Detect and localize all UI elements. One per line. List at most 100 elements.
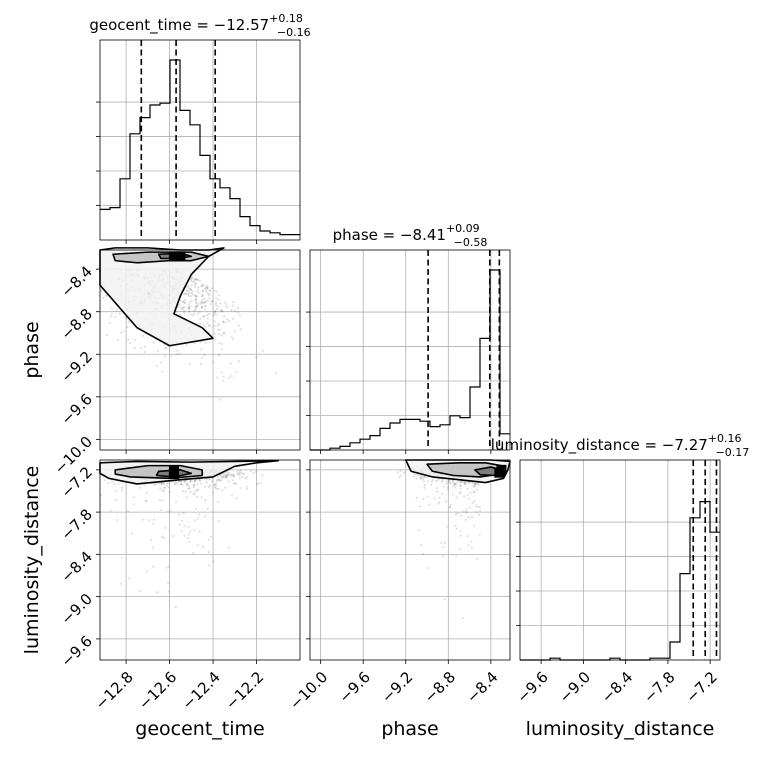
- sample-point: [179, 480, 183, 483]
- sample-point: [420, 476, 423, 479]
- sample-point: [478, 533, 481, 536]
- sample-point: [217, 322, 220, 326]
- sample-point: [195, 495, 199, 499]
- sample-point: [116, 519, 119, 522]
- sample-point: [203, 353, 206, 357]
- sample-point: [167, 581, 170, 584]
- sample-point: [206, 322, 209, 325]
- sample-point: [194, 294, 197, 297]
- sample-point: [99, 494, 103, 497]
- sample-point: [467, 544, 470, 547]
- sample-point: [207, 294, 210, 297]
- sample-point: [238, 314, 242, 317]
- sample-point: [218, 328, 221, 331]
- sample-point: [465, 511, 468, 514]
- sample-point: [193, 483, 196, 486]
- sample-point: [225, 475, 229, 478]
- sample-point: [260, 481, 263, 484]
- sample-point: [421, 477, 425, 481]
- sample-point: [209, 289, 212, 292]
- sample-point: [208, 289, 211, 292]
- sample-point: [179, 313, 182, 316]
- sample-point: [174, 480, 177, 483]
- sample-point: [182, 300, 185, 303]
- sample-point: [193, 493, 197, 496]
- sample-point: [147, 519, 151, 522]
- sample-point: [189, 313, 192, 316]
- histogram-luminosity_distance: [520, 501, 720, 661]
- sample-point: [181, 300, 184, 303]
- sample-point: [468, 506, 471, 509]
- sample-point: [468, 497, 471, 501]
- sample-point: [242, 472, 246, 475]
- sample-point: [216, 500, 220, 504]
- sample-point: [222, 474, 225, 478]
- sample-point: [215, 480, 219, 483]
- sample-point: [218, 474, 222, 477]
- sample-point: [232, 473, 235, 477]
- sample-point: [254, 355, 258, 359]
- sample-point: [448, 480, 451, 483]
- sample-point: [275, 371, 278, 375]
- sample-point: [106, 482, 110, 485]
- sample-point: [423, 475, 426, 478]
- sample-point: [435, 479, 438, 483]
- title-minus: −0.17: [716, 446, 750, 459]
- sample-point: [180, 480, 183, 483]
- sample-point: [193, 278, 196, 281]
- title-main: luminosity_distance = −7.27: [491, 436, 708, 455]
- sample-point: [189, 278, 192, 281]
- sample-point: [163, 482, 166, 485]
- sample-point: [186, 482, 189, 485]
- sample-point: [216, 328, 219, 331]
- sample-point: [190, 291, 193, 295]
- sample-point: [235, 370, 238, 373]
- sample-point: [185, 292, 188, 295]
- histogram-geocent_time: [100, 59, 300, 236]
- sample-point: [220, 371, 223, 374]
- sample-point: [113, 316, 117, 319]
- sample-point: [167, 486, 170, 489]
- sample-point: [196, 544, 199, 547]
- sample-point: [466, 487, 469, 490]
- sample-point: [462, 510, 465, 513]
- sample-point: [186, 289, 189, 292]
- sample-point: [453, 481, 456, 485]
- sample-point: [199, 322, 202, 325]
- sample-point: [181, 483, 184, 487]
- sample-point: [117, 338, 120, 342]
- sample-point: [208, 297, 211, 300]
- sample-point: [257, 482, 260, 485]
- sample-point: [454, 513, 457, 516]
- sample-point: [160, 535, 164, 538]
- sample-point: [236, 473, 239, 476]
- sample-point: [195, 300, 198, 303]
- sample-point: [181, 519, 184, 522]
- sample-point: [225, 304, 228, 307]
- sample-point: [183, 293, 186, 296]
- sample-point: [196, 488, 199, 491]
- sample-point: [427, 503, 431, 506]
- sample-point: [125, 317, 128, 320]
- sample-point: [117, 482, 120, 485]
- sample-point: [459, 487, 462, 490]
- sample-point: [210, 287, 213, 290]
- sample-point: [398, 476, 401, 479]
- sample-point: [412, 475, 415, 478]
- sample-point: [221, 310, 224, 313]
- sample-point: [195, 282, 198, 286]
- sample-point: [213, 482, 217, 486]
- sample-point: [173, 483, 176, 486]
- x-tick-label: −12.2: [222, 668, 267, 713]
- sample-point: [220, 342, 223, 345]
- sample-point: [202, 283, 205, 286]
- sample-point: [166, 481, 169, 485]
- sample-point: [214, 303, 218, 306]
- sample-point: [206, 291, 209, 295]
- sample-point: [241, 472, 244, 475]
- sample-point: [199, 284, 203, 287]
- sample-point: [205, 286, 209, 289]
- sample-point: [133, 338, 136, 341]
- sample-point: [180, 529, 183, 533]
- sample-point: [227, 546, 230, 549]
